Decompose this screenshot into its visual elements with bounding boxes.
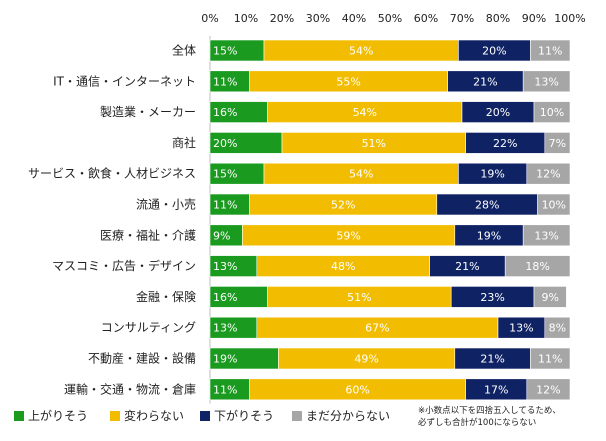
- data-label: 9%: [541, 291, 558, 304]
- data-label: 49%: [354, 353, 378, 366]
- x-tick-label: 30%: [306, 12, 330, 25]
- category-label: 金融・保険: [136, 289, 196, 304]
- bar-segment-4: [526, 162, 571, 185]
- data-label: 10%: [542, 199, 566, 212]
- bar-segment-4: [530, 39, 571, 62]
- bar-segment-4: [544, 132, 571, 154]
- data-label: 28%: [475, 199, 499, 212]
- legend-swatch: [110, 411, 120, 421]
- data-label: 12%: [536, 168, 560, 181]
- data-label: 60%: [345, 383, 369, 396]
- data-label: 19%: [480, 168, 504, 181]
- data-label: 18%: [525, 260, 549, 273]
- category-label: マスコミ・広告・デザイン: [52, 258, 196, 273]
- data-label: 11%: [213, 383, 237, 396]
- bar-segment-4: [533, 101, 571, 123]
- data-label: 52%: [331, 199, 355, 212]
- x-tick-label: 90%: [522, 12, 546, 25]
- x-tick-label: 20%: [270, 12, 294, 25]
- data-label: 19%: [477, 229, 501, 242]
- data-label: 54%: [349, 168, 373, 181]
- bar-segment-4: [526, 378, 571, 401]
- data-label: 13%: [213, 322, 237, 335]
- data-label: 19%: [213, 353, 237, 366]
- bar-segment-4: [522, 224, 571, 247]
- data-label: 11%: [213, 199, 237, 212]
- category-label: 不動産・建設・設備: [88, 351, 196, 366]
- data-label: 21%: [455, 260, 479, 273]
- data-label: 12%: [536, 383, 560, 396]
- data-label: 67%: [365, 322, 389, 335]
- legend-label: 上がりそう: [28, 408, 88, 423]
- x-tick-label: 10%: [234, 12, 258, 25]
- bar-segment-4: [544, 316, 571, 339]
- legend-label: 下がりそう: [214, 408, 274, 423]
- legend-swatch: [200, 411, 210, 421]
- bar-segment-4: [530, 347, 571, 370]
- category-label: IT・通信・インターネット: [53, 74, 196, 88]
- data-label: 10%: [540, 106, 564, 119]
- data-label: 21%: [480, 353, 504, 366]
- data-label: 11%: [213, 75, 237, 88]
- data-label: 13%: [509, 322, 533, 335]
- category-label: 運輸・交通・物流・倉庫: [64, 381, 196, 396]
- legend-label: 変わらない: [124, 408, 184, 423]
- category-label: 製造業・メーカー: [100, 105, 196, 119]
- footnote-line-2: 必ずしも合計が100にならない: [418, 418, 537, 428]
- data-label: 55%: [336, 75, 360, 88]
- x-tick-label: 50%: [378, 12, 402, 25]
- category-label: サービス・飲食・人材ビジネス: [28, 166, 196, 181]
- data-label: 51%: [362, 137, 386, 150]
- data-label: 8%: [549, 322, 566, 335]
- data-label: 13%: [534, 75, 558, 88]
- x-tick-label: 60%: [414, 12, 438, 25]
- data-label: 20%: [482, 45, 506, 58]
- category-label: コンサルティング: [101, 321, 196, 335]
- data-label: 21%: [473, 75, 497, 88]
- data-label: 15%: [213, 45, 237, 58]
- legend-swatch: [14, 411, 24, 421]
- data-label: 17%: [484, 383, 508, 396]
- data-label: 22%: [493, 137, 517, 150]
- category-label: 全体: [172, 43, 196, 58]
- data-label: 11%: [538, 45, 562, 58]
- x-tick-label: 0%: [201, 12, 218, 25]
- x-tick-label: 40%: [342, 12, 366, 25]
- data-label: 20%: [486, 106, 510, 119]
- data-label: 59%: [336, 229, 360, 242]
- bar-segment-4: [537, 193, 571, 216]
- data-label: 13%: [534, 229, 558, 242]
- data-label: 20%: [213, 137, 237, 150]
- x-tick-label: 70%: [450, 12, 474, 25]
- data-label: 54%: [349, 45, 373, 58]
- footnote-line-1: ※小数点以下を四捨五入してるため、: [418, 406, 561, 416]
- category-label: 流通・小売: [136, 197, 196, 212]
- category-label: 医療・福祉・介護: [100, 227, 196, 242]
- category-label: 商社: [172, 135, 196, 150]
- footnote: ※小数点以下を四捨五入してるため、 必ずしも合計が100にならない: [418, 405, 604, 429]
- data-label: 23%: [480, 291, 504, 304]
- legend-swatch: [292, 411, 302, 421]
- data-label: 51%: [347, 291, 371, 304]
- data-label: 48%: [331, 260, 355, 273]
- bar-segment-4: [504, 255, 571, 277]
- data-label: 9%: [213, 229, 230, 242]
- data-label: 11%: [538, 353, 562, 366]
- x-tick-label: 80%: [486, 12, 510, 25]
- data-label: 7%: [549, 137, 566, 150]
- data-label: 54%: [353, 106, 377, 119]
- data-label: 15%: [213, 168, 237, 181]
- data-label: 13%: [213, 260, 237, 273]
- data-label: 16%: [213, 106, 237, 119]
- bar-segment-4: [533, 286, 567, 308]
- bar-segment-4: [522, 70, 571, 93]
- x-tick-label: 100%: [554, 12, 585, 25]
- data-label: 16%: [213, 291, 237, 304]
- legend-label: まだ分からない: [306, 409, 390, 423]
